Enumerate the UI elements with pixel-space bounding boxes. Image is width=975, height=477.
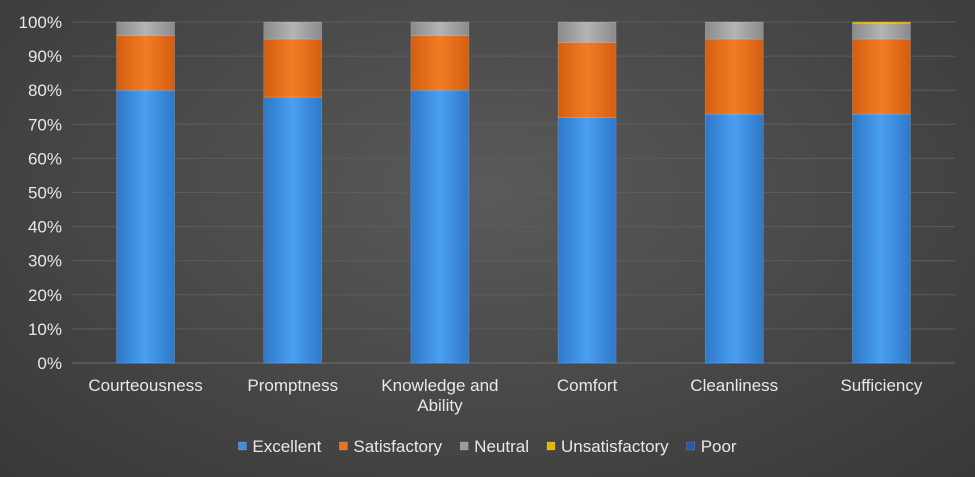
bar-segment-excellent xyxy=(852,113,911,364)
legend: Excellent Satisfactory Neutral Unsatisfacto… xyxy=(238,437,737,456)
bar-segment-excellent xyxy=(116,89,175,364)
legend-item-satisfactory: Satisfactory xyxy=(339,437,443,456)
y-tick-label: 40% xyxy=(28,218,62,237)
bar-segment-neutral xyxy=(557,21,617,43)
legend-label: Neutral xyxy=(474,437,529,456)
legend-swatch xyxy=(546,441,556,451)
legend-item-poor: Poor xyxy=(686,437,737,456)
y-tick-label: 90% xyxy=(28,47,62,66)
bar-segment-excellent xyxy=(263,96,323,364)
y-tick-label: 0% xyxy=(37,354,62,373)
y-tick-label: 20% xyxy=(28,286,62,305)
y-tick-label: 50% xyxy=(28,184,62,203)
bars xyxy=(116,21,911,364)
x-category-label: Cleanliness xyxy=(690,376,778,395)
bar-segment-unsatisfactory xyxy=(852,21,911,25)
bar-segment-satisfactory xyxy=(704,38,764,115)
legend-swatch xyxy=(339,441,348,451)
legend-label: Unsatisfactory xyxy=(561,437,669,456)
bar-segment-satisfactory xyxy=(410,35,470,91)
bar-segment-excellent xyxy=(557,117,617,364)
legend-label: Satisfactory xyxy=(353,437,442,456)
x-category-label: Knowledge and Ability xyxy=(381,376,498,415)
bar-segment-neutral xyxy=(410,21,470,36)
bar-segment-satisfactory xyxy=(116,35,175,91)
legend-label: Poor xyxy=(701,437,737,456)
legend-item-unsatisfactory: Unsatisfactory xyxy=(546,437,669,456)
y-tick-label: 10% xyxy=(28,320,62,339)
bar-segment-satisfactory xyxy=(263,38,323,98)
legend-label: Excellent xyxy=(252,437,321,456)
bar-segment-excellent xyxy=(704,113,764,364)
x-category-label: Courteousness xyxy=(88,376,202,395)
y-tick-label: 60% xyxy=(28,149,62,168)
bar-segment-satisfactory xyxy=(852,38,911,115)
bar-segment-neutral xyxy=(852,23,911,40)
x-category-label: Sufficiency xyxy=(840,376,922,395)
y-tick-label: 30% xyxy=(28,252,62,271)
bar-segment-satisfactory xyxy=(557,42,617,118)
x-category-label: Comfort xyxy=(557,376,618,395)
legend-item-excellent: Excellent xyxy=(238,437,322,456)
y-tick-label: 70% xyxy=(28,115,62,134)
bar-segment-neutral xyxy=(704,21,764,40)
x-category-label: Promptness xyxy=(247,376,338,395)
bar-segment-neutral xyxy=(116,21,175,36)
y-tick-label: 100% xyxy=(19,13,62,32)
legend-swatch xyxy=(459,441,469,451)
legend-item-neutral: Neutral xyxy=(459,437,529,456)
y-tick-label: 80% xyxy=(28,81,62,100)
legend-swatch xyxy=(238,441,247,451)
legend-swatch xyxy=(686,441,695,451)
bar-segment-excellent xyxy=(410,89,470,364)
x-axis-categories: Courteousness Promptness Knowledge and Abil… xyxy=(88,376,922,415)
y-axis-ticks: 0% 10% 20% 30% 40% 50% 60% 70% 80% 90% 100% xyxy=(19,13,62,373)
gridlines xyxy=(72,21,955,364)
bar-segment-neutral xyxy=(263,21,323,40)
